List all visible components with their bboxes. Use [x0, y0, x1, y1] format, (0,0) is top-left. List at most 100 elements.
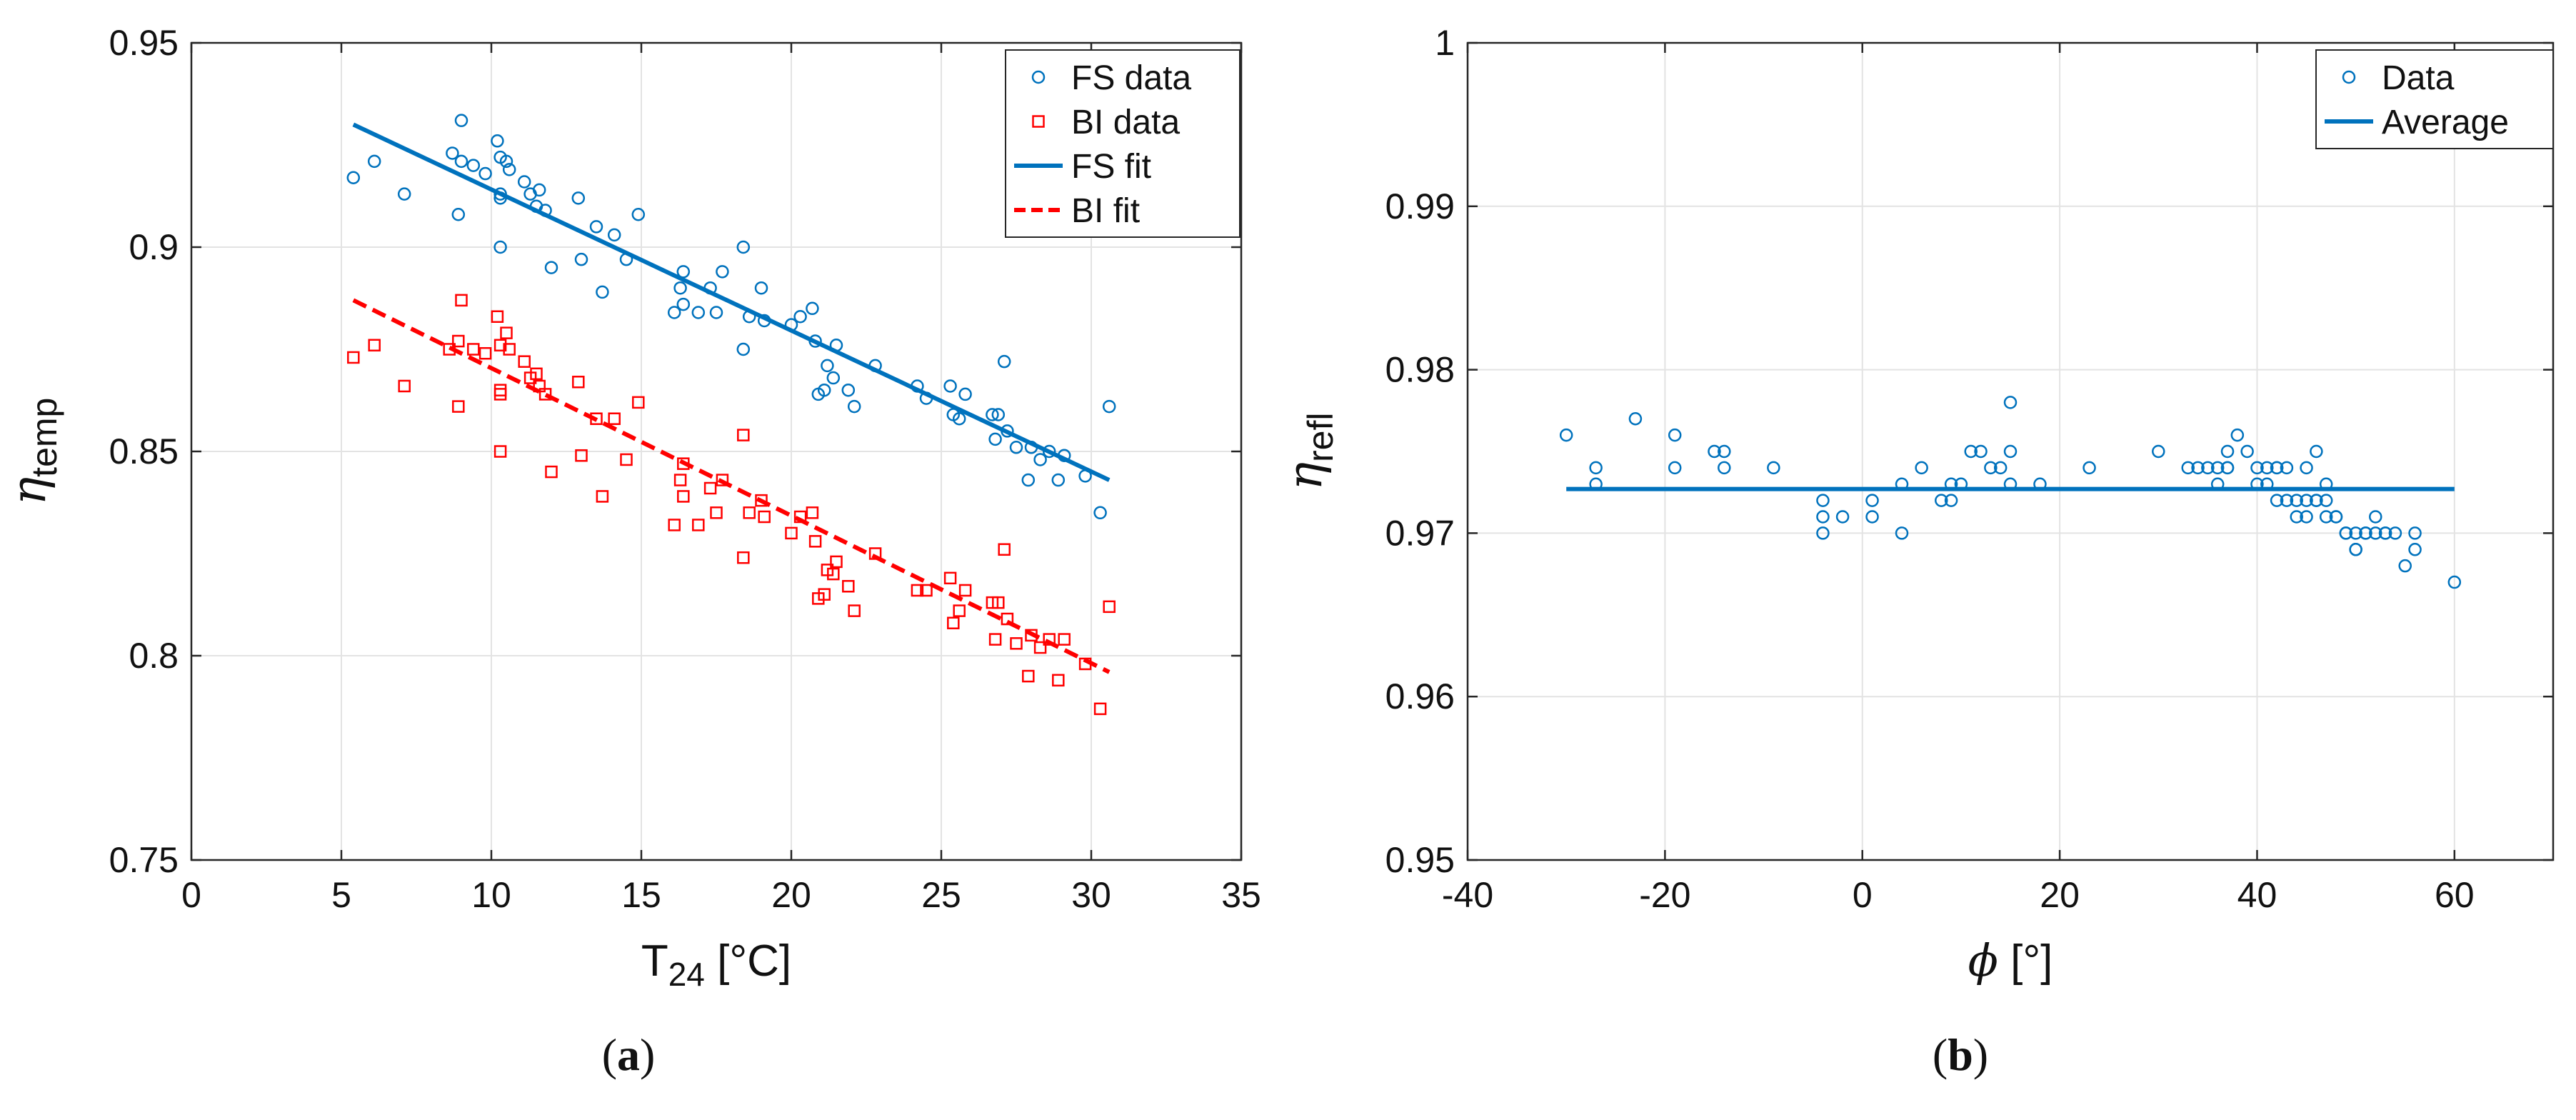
- data-point: [347, 351, 360, 364]
- data-point: [1102, 399, 1116, 414]
- y-tick-label: 0.9: [129, 227, 179, 267]
- data-point: [943, 379, 957, 393]
- series-bi-fit-line: [352, 298, 1111, 674]
- data-point: [1021, 473, 1036, 487]
- data-point: [1816, 510, 1830, 524]
- data-point: [620, 453, 633, 466]
- data-point: [1944, 494, 1958, 507]
- data-point: [491, 310, 504, 323]
- data-point: [743, 506, 756, 519]
- data-point: [988, 633, 1002, 646]
- data-point: [1033, 453, 1047, 466]
- data-point: [736, 342, 751, 356]
- data-point: [2191, 461, 2205, 475]
- data-point: [1559, 428, 1573, 442]
- data-point: [848, 604, 861, 617]
- data-point: [992, 596, 1005, 609]
- data-point: [1984, 461, 1998, 475]
- data-point: [1865, 494, 1879, 507]
- data-point: [452, 400, 465, 413]
- data-point: [2003, 396, 2018, 409]
- x-axis-label-main: T: [641, 936, 668, 986]
- data-point: [737, 551, 750, 564]
- data-point: [493, 445, 507, 458]
- y-axis-label: ηtemp: [1, 398, 64, 506]
- data-point: [2310, 494, 2323, 507]
- data-point: [2319, 510, 2333, 524]
- data-point: [1058, 633, 1071, 646]
- data-point: [2329, 510, 2343, 524]
- data-point: [1668, 461, 1682, 475]
- data-point: [503, 343, 516, 356]
- x-tick-label: 10: [471, 875, 511, 915]
- data-point: [493, 339, 507, 352]
- data-point: [398, 379, 411, 393]
- data-point: [755, 494, 768, 507]
- data-point: [1052, 674, 1065, 687]
- data-point: [1718, 444, 1731, 459]
- y-tick-label: 1: [1435, 23, 1455, 63]
- legend-marker: [1032, 115, 1045, 128]
- data-point: [1835, 510, 1850, 524]
- x-tick-label: 40: [2237, 875, 2277, 915]
- data-point: [911, 584, 924, 597]
- data-point: [2270, 494, 2284, 507]
- data-point: [1103, 600, 1116, 614]
- data-point: [2280, 461, 2294, 475]
- data-point: [1915, 461, 1928, 475]
- data-point: [608, 412, 621, 425]
- data-point: [806, 506, 819, 519]
- x-tick-label: 20: [771, 875, 811, 915]
- legend-label: BI fit: [1071, 192, 1140, 230]
- y-tick-label: 0.95: [109, 23, 179, 63]
- y-tick-label: 0.95: [1385, 840, 1455, 880]
- x-tick-label: -40: [1442, 875, 1493, 915]
- data-point: [817, 383, 831, 397]
- data-point: [677, 490, 690, 503]
- legend-label: Data: [2382, 59, 2455, 97]
- data-point: [2408, 543, 2422, 556]
- data-point: [676, 297, 691, 311]
- data-point: [2250, 461, 2264, 475]
- data-point: [953, 604, 966, 617]
- data-point: [2359, 526, 2372, 540]
- y-tick-label: 0.85: [109, 431, 179, 471]
- data-point: [758, 510, 771, 524]
- data-point: [575, 449, 588, 462]
- legend-marker: [1031, 70, 1046, 84]
- data-point: [572, 376, 585, 389]
- data-point: [500, 326, 513, 339]
- data-point: [673, 474, 687, 486]
- data-layer: [346, 114, 1116, 716]
- data-point: [826, 371, 841, 385]
- data-point: [716, 474, 729, 486]
- data-point: [466, 159, 481, 172]
- data-point: [1816, 494, 1830, 507]
- y-axis-label-sub: temp: [24, 398, 64, 477]
- data-point: [2369, 526, 2382, 540]
- x-axis-label-sub: 24: [668, 956, 705, 993]
- data-point: [1628, 411, 1643, 426]
- data-point: [1718, 461, 1731, 475]
- data-point: [452, 334, 465, 348]
- data-point: [2270, 461, 2284, 475]
- data-point: [830, 555, 843, 569]
- data-point: [841, 383, 856, 397]
- data-point: [785, 526, 798, 540]
- data-point: [538, 388, 552, 401]
- data-point: [1974, 444, 1988, 459]
- data-point: [2260, 461, 2274, 475]
- data-point: [2152, 444, 2165, 459]
- data-point: [958, 387, 972, 401]
- data-point: [1895, 526, 1909, 540]
- data-point: [1010, 637, 1023, 650]
- axes-box: [1466, 41, 2555, 861]
- data-point: [2349, 526, 2362, 540]
- series-data: [1559, 396, 2462, 589]
- data-point: [632, 396, 645, 409]
- data-point: [998, 543, 1011, 556]
- caption-b: (b): [1932, 1029, 1989, 1080]
- data-point: [2083, 461, 2096, 475]
- data-point: [668, 519, 681, 531]
- data-point: [491, 134, 504, 148]
